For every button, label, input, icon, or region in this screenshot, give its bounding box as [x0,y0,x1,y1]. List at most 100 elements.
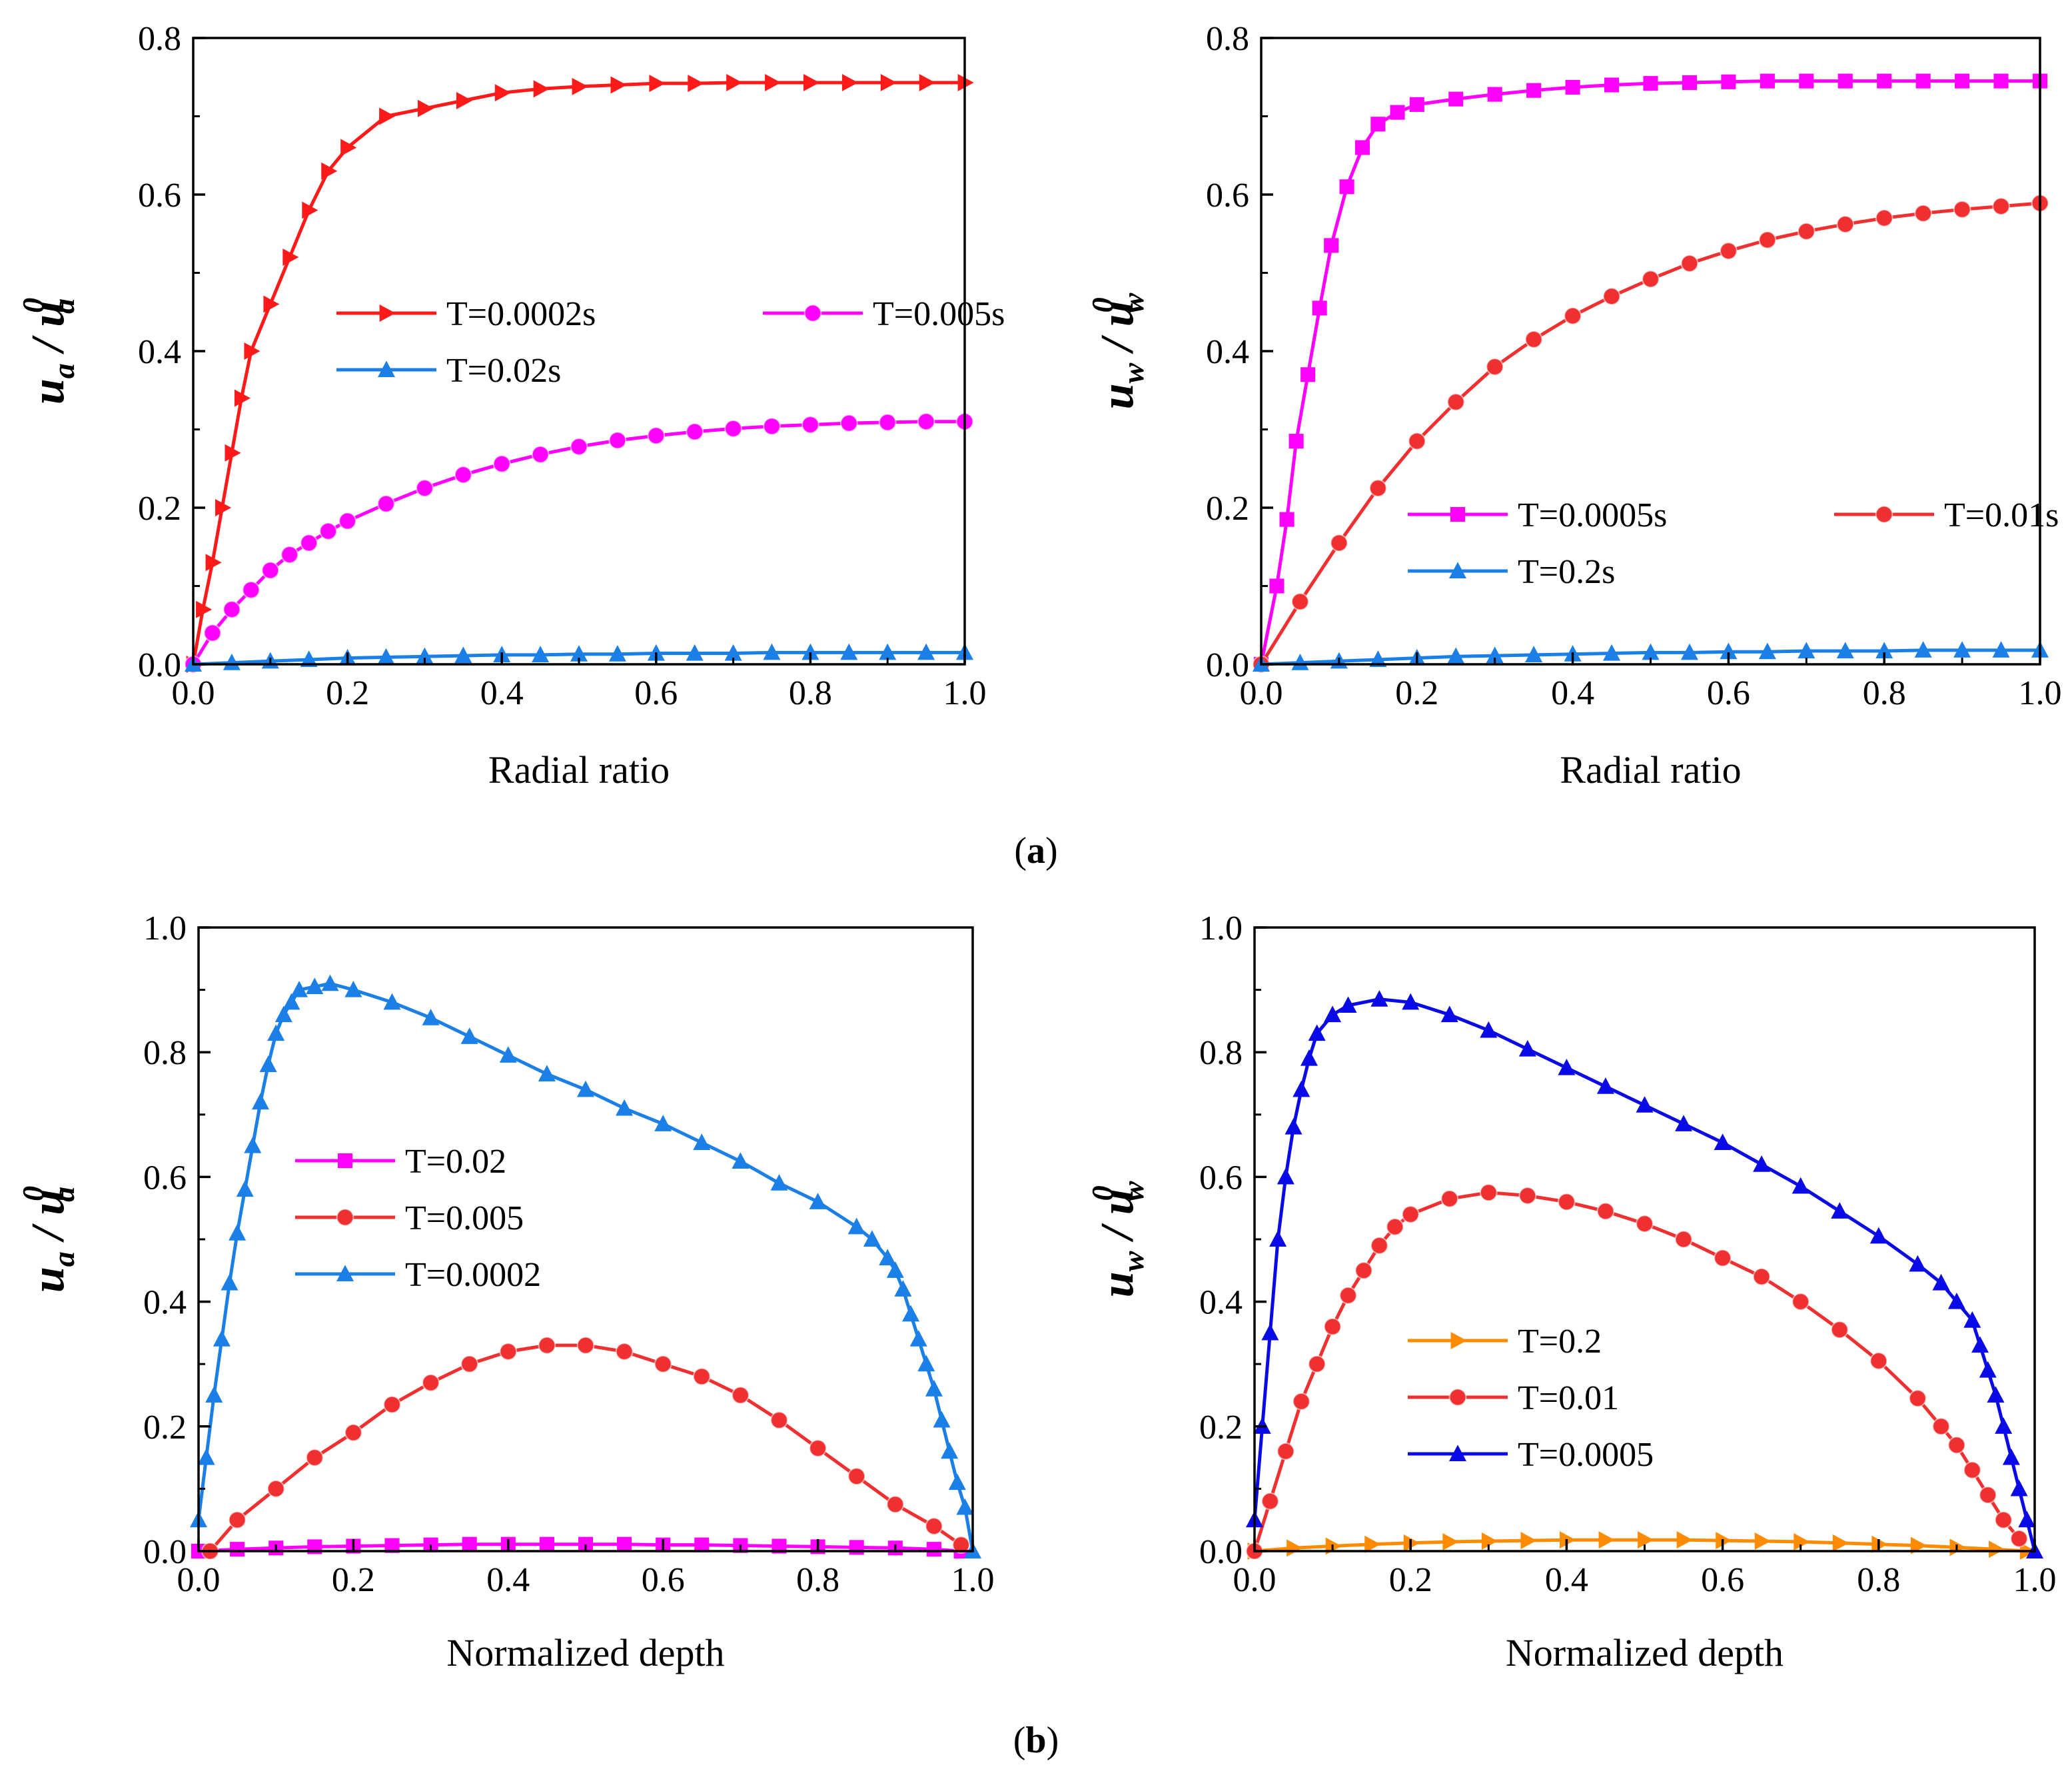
data-point [242,581,260,599]
data-point [1674,1230,1693,1249]
data-point [1953,200,1971,219]
series-line [1253,1191,2021,1552]
data-point [952,1536,970,1554]
data-point [1680,643,1698,660]
data-point [847,1217,865,1235]
data-point [1524,330,1543,348]
data-point [925,1379,943,1397]
legend-swatch-marker [1449,1445,1466,1462]
data-point [1520,1532,1537,1550]
data-point [306,977,324,994]
data-point [1875,642,1893,659]
data-point [236,1180,254,1197]
data-point [384,1538,400,1553]
y-axis-label: ua / u0a [16,1186,81,1293]
data-point [863,1230,881,1247]
data-point [1390,105,1405,120]
y-tick-label: 0.6 [138,177,181,215]
data-point [770,1411,788,1429]
data-point [2018,1510,2036,1528]
data-point [577,1080,594,1097]
legend-item: T=0.01 [1408,1379,1619,1417]
data-point [1518,1187,1537,1205]
data-point [290,980,308,997]
data-point [1440,1005,1458,1023]
x-tick-label: 1.0 [943,674,987,712]
x-tick-label: 0.2 [1395,674,1438,712]
data-point [1339,996,1357,1013]
data-point [578,1536,594,1552]
y-tick-label: 0.8 [143,1034,187,1072]
data-point [1994,1510,2013,1529]
data-point [1369,479,1387,497]
data-point [763,643,781,660]
data-point [340,139,357,157]
data-point [1963,1461,1981,1479]
x-tick-label: 0.8 [789,674,832,712]
data-point [462,1536,477,1552]
data-point [1642,643,1660,660]
data-point [1932,1273,1950,1291]
data-point [1291,654,1309,670]
data-point [1909,1389,1927,1408]
data-point [1558,1058,1576,1075]
data-point [686,644,704,661]
data-point [917,643,935,660]
y-tick-label: 0.2 [143,1409,187,1447]
data-point [1287,1539,1303,1557]
data-point [282,249,299,266]
data-point [533,80,550,98]
legend-label: T=0.0002s [446,295,596,333]
data-point [1308,1024,1326,1041]
data-point [925,1517,943,1535]
data-point [801,416,819,434]
legend-item: T=0.01s [1834,496,2059,534]
data-point [1721,74,1736,89]
data-point [499,1046,517,1063]
legend-item: T=0.02 [295,1143,506,1181]
data-point [1269,1230,1287,1247]
y-tick-label: 0.8 [1206,20,1249,58]
data-point [933,1411,951,1428]
x-tick-label: 0.6 [642,1561,685,1599]
data-point [1324,1005,1342,1023]
legend-swatch-marker [378,360,395,378]
data-point [1291,592,1309,611]
data-point [1675,1115,1693,1131]
data-point [1442,1532,1459,1550]
data-point [1354,1261,1373,1280]
data-point [234,389,251,407]
data-point [878,413,897,432]
data-point [1992,641,2010,658]
data-point [1636,1096,1654,1113]
data-point [1638,1531,1654,1549]
data-point [1963,1311,1981,1328]
legend-swatch-marker [336,1208,354,1227]
legend-label: T=0.2 [1518,1323,1602,1361]
x-tick-label: 0.4 [1545,1561,1588,1599]
plot-area [1252,73,2049,674]
data-point [608,645,626,662]
y-tick-label: 0.0 [138,646,181,684]
y-tick-label: 0.4 [143,1284,187,1322]
y-tick-label: 0.4 [1206,333,1249,371]
data-point [319,522,337,540]
y-tick-label: 0.0 [143,1533,187,1571]
series-T=0.0005s [1253,73,2048,672]
data-point [1300,367,1316,382]
legend-swatch-marker [1450,1332,1467,1349]
x-tick-label: 0.0 [1233,1561,1277,1599]
legend-swatch-marker [1449,562,1466,579]
x-tick-label: 0.4 [486,1561,530,1599]
legend-item: T=0.0002s [336,295,596,333]
data-point [344,1423,362,1442]
data-point [894,1280,912,1297]
data-point [1289,434,1304,449]
data-point [532,646,550,662]
series-line [209,1343,963,1552]
data-point [1792,1177,1810,1194]
x-tick-label: 0.0 [177,1561,221,1599]
data-point [321,974,339,991]
data-point [1754,1532,1771,1550]
data-point [1339,179,1354,195]
